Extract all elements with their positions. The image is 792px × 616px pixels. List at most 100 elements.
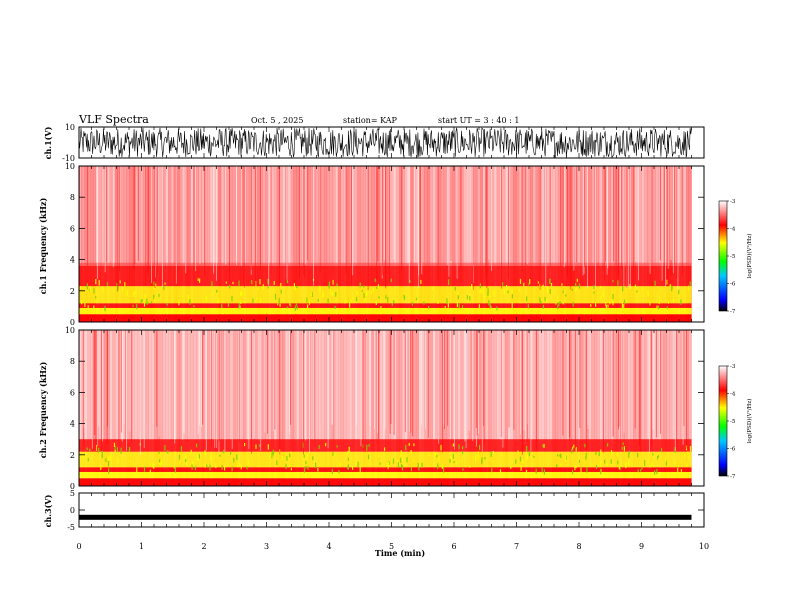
y-tick-label: 5 bbox=[70, 489, 75, 498]
spectral-speckle bbox=[593, 291, 595, 294]
spectral-speckle bbox=[117, 458, 119, 463]
spectral-speckle bbox=[197, 454, 199, 461]
spectral-speckle bbox=[325, 442, 327, 447]
spectrogram-column bbox=[524, 166, 528, 322]
spectral-speckle bbox=[526, 446, 528, 452]
spectral-speckle bbox=[561, 283, 563, 286]
spectral-speckle bbox=[640, 469, 642, 472]
spectrogram-column bbox=[190, 330, 194, 486]
spectrogram-column bbox=[627, 330, 631, 486]
spectral-speckle bbox=[164, 445, 166, 451]
spectral-speckle bbox=[393, 300, 395, 304]
spectral-speckle bbox=[124, 282, 126, 287]
spectrogram-column bbox=[610, 166, 614, 322]
spectrogram-column bbox=[262, 330, 266, 486]
spectrogram-column bbox=[530, 166, 534, 322]
spectral-speckle bbox=[357, 461, 359, 468]
spectral-speckle bbox=[221, 465, 223, 470]
y-tick-label: 4 bbox=[70, 420, 75, 429]
spectral-speckle bbox=[455, 461, 457, 465]
spectrogram-column bbox=[198, 330, 202, 486]
spectral-speckle bbox=[136, 467, 138, 473]
spectral-speckle bbox=[278, 297, 280, 304]
spectrogram-column bbox=[279, 330, 283, 486]
spectrogram-column bbox=[596, 330, 600, 486]
colorbar-gradient bbox=[718, 365, 728, 477]
spectral-speckle bbox=[560, 453, 562, 459]
spectrogram-column bbox=[134, 330, 138, 486]
spectral-speckle bbox=[279, 303, 281, 307]
spectral-speckle bbox=[410, 467, 412, 472]
spectral-speckle bbox=[146, 298, 148, 305]
spectrogram-column bbox=[232, 166, 236, 322]
spectral-speckle bbox=[116, 283, 118, 286]
spectrogram-column bbox=[310, 166, 314, 322]
spectral-speckle bbox=[289, 303, 291, 306]
spectrogram-column bbox=[343, 330, 347, 486]
spectral-speckle bbox=[95, 279, 97, 285]
x-tick-label: 9 bbox=[639, 542, 644, 551]
colorbar-tick-label: -4 bbox=[730, 392, 736, 398]
spectrogram-column bbox=[251, 330, 255, 486]
spectrogram-column bbox=[148, 166, 152, 322]
spectral-speckle bbox=[185, 459, 187, 462]
spectrogram-column bbox=[251, 166, 255, 322]
spectrogram-column bbox=[655, 330, 659, 486]
spectral-speckle bbox=[606, 463, 609, 466]
spectral-speckle bbox=[219, 454, 221, 457]
spectrogram-column bbox=[159, 330, 163, 486]
spectral-speckle bbox=[617, 460, 619, 465]
spectral-speckle bbox=[469, 465, 471, 468]
spectrogram-column bbox=[304, 166, 308, 322]
spectrogram-column bbox=[193, 166, 197, 322]
spectral-speckle bbox=[420, 279, 422, 284]
spectrogram-column bbox=[129, 166, 133, 322]
spectrogram-column bbox=[304, 330, 308, 486]
spectrogram-column bbox=[557, 166, 561, 322]
spectrogram-column bbox=[87, 166, 91, 322]
spectral-speckle bbox=[542, 284, 544, 290]
spectrogram-column bbox=[112, 330, 116, 486]
spectrogram-column bbox=[602, 330, 606, 486]
spectrogram-column bbox=[232, 330, 236, 486]
spectrogram-column bbox=[555, 330, 559, 486]
frequency-band bbox=[79, 314, 692, 322]
spectral-speckle bbox=[434, 453, 436, 456]
spectrogram-column bbox=[663, 330, 667, 486]
spectral-speckle bbox=[295, 303, 297, 306]
spectral-speckle bbox=[462, 451, 464, 455]
spectral-speckle bbox=[352, 465, 354, 470]
spectral-speckle bbox=[119, 280, 121, 284]
spectrogram-column bbox=[226, 330, 230, 486]
spectral-speckle bbox=[458, 303, 460, 309]
spectrogram-column bbox=[156, 166, 161, 322]
ch2-colorbar-label: log(PSD)(V²/Hz) bbox=[746, 399, 753, 444]
spectrogram-column bbox=[101, 330, 105, 486]
spectrogram-column bbox=[624, 330, 628, 486]
spectral-speckle bbox=[231, 466, 233, 472]
spectral-speckle bbox=[199, 278, 201, 283]
spectrogram-column bbox=[195, 166, 200, 322]
spectral-speckle bbox=[186, 461, 188, 466]
spectrogram-column bbox=[513, 166, 517, 322]
spectral-speckle bbox=[677, 467, 679, 474]
spectral-speckle bbox=[535, 468, 537, 474]
y-tick-label: 8 bbox=[70, 193, 75, 202]
spectral-speckle bbox=[482, 288, 484, 295]
spectrogram-column bbox=[507, 166, 511, 322]
spectral-speckle bbox=[332, 279, 334, 285]
spectrogram-column bbox=[131, 330, 135, 486]
spectral-speckle bbox=[368, 444, 370, 447]
spectral-speckle bbox=[687, 451, 689, 456]
spectral-speckle bbox=[526, 296, 528, 302]
spectral-speckle bbox=[238, 303, 240, 308]
spectral-speckle bbox=[453, 460, 455, 464]
spectral-speckle bbox=[654, 280, 656, 286]
spectral-speckle bbox=[644, 460, 646, 466]
spectral-speckle bbox=[108, 455, 110, 459]
spectrogram-column bbox=[452, 166, 456, 322]
spectral-speckle bbox=[205, 295, 207, 302]
spectrogram-column bbox=[104, 330, 108, 486]
spectrogram-column bbox=[298, 166, 303, 322]
colorbar-tick-label: -6 bbox=[730, 447, 736, 453]
